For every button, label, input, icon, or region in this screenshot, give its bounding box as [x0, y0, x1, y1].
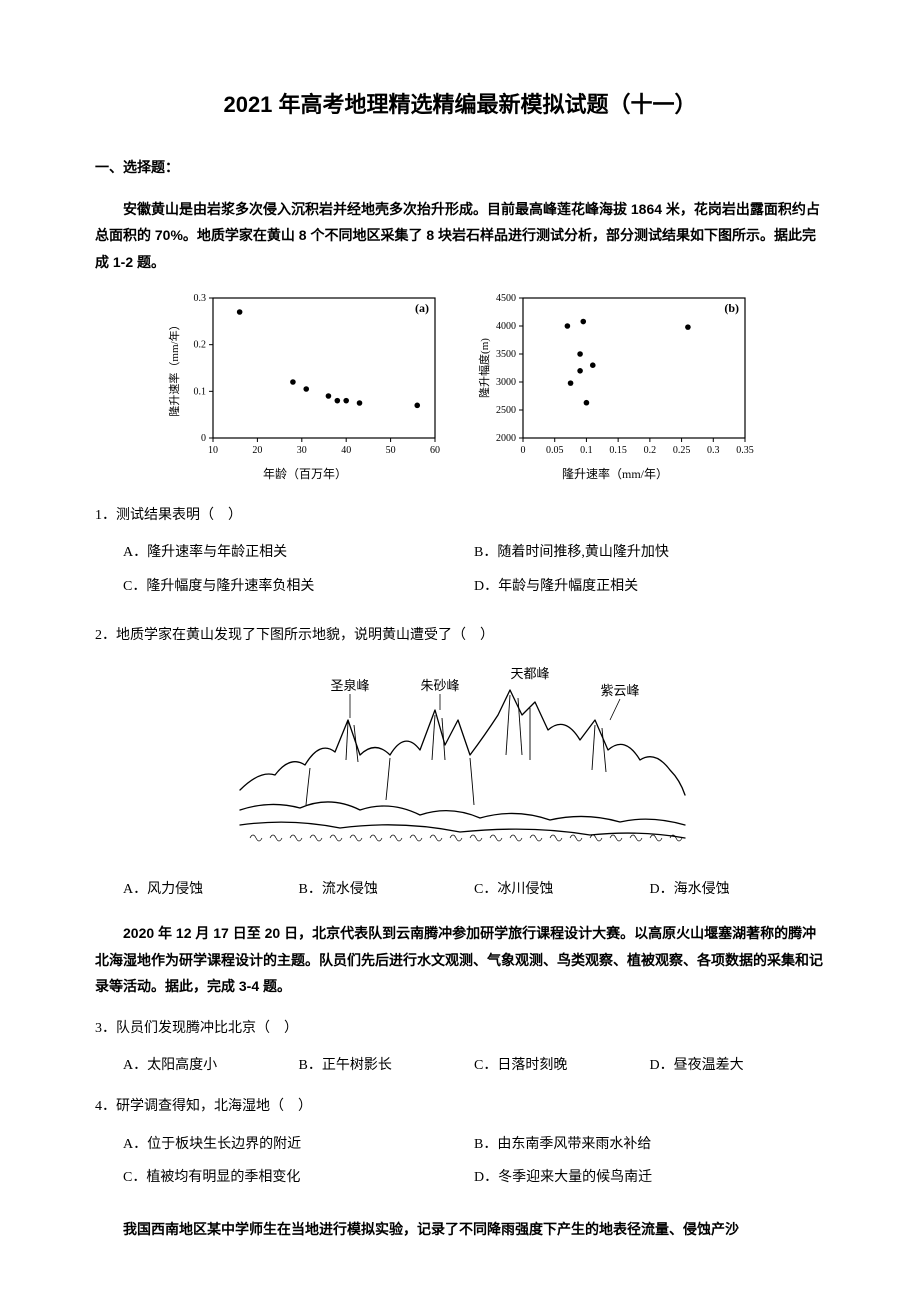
q3-stem: 3．队员们发现腾冲比北京（ ） [95, 1016, 825, 1041]
svg-text:3000: 3000 [496, 377, 516, 388]
svg-text:0.25: 0.25 [673, 445, 691, 456]
svg-text:40: 40 [341, 445, 351, 456]
q2-options: A．风力侵蚀 B．流水侵蚀 C．冰川侵蚀 D．海水侵蚀 [123, 877, 825, 902]
svg-text:20: 20 [252, 445, 262, 456]
charts-row: 10 20 30 40 50 60 0 0.1 0.2 0.3 隆升速率（mm/年） (a) 年龄（百… [95, 290, 825, 486]
q2-opt-a: A．风力侵蚀 [123, 877, 299, 902]
svg-text:2000: 2000 [496, 433, 516, 444]
svg-text:隆升幅度(m): 隆升幅度(m) [477, 337, 491, 397]
q1-opt-c: C．隆升幅度与隆升速率负相关 [123, 574, 474, 599]
q1-opt-d: D．年龄与隆升幅度正相关 [474, 574, 825, 599]
q2-opt-b: B．流水侵蚀 [299, 877, 475, 902]
q3-opt-a: A．太阳高度小 [123, 1053, 299, 1078]
q1-opt-b: B．随着时间推移,黄山隆升加快 [474, 540, 825, 565]
svg-text:天都峰: 天都峰 [510, 666, 549, 681]
q4-options: A．位于板块生长边界的附近 B．由东南季风带来雨水补给 C．植被均有明显的季相变… [123, 1132, 825, 1198]
svg-text:30: 30 [297, 445, 307, 456]
q4-stem: 4．研学调查得知，北海湿地（ ） [95, 1094, 825, 1119]
q2-opt-d: D．海水侵蚀 [650, 877, 826, 902]
svg-text:0.15: 0.15 [609, 445, 627, 456]
svg-text:(a): (a) [415, 301, 429, 315]
svg-text:0.35: 0.35 [736, 445, 754, 456]
chart-b-xlabel: 隆升速率（mm/年） [562, 464, 668, 486]
q3-opt-d: D．昼夜温差大 [650, 1053, 826, 1078]
q3-opt-c: C．日落时刻晚 [474, 1053, 650, 1078]
svg-text:4000: 4000 [496, 321, 516, 332]
q1-stem: 1．测试结果表明（ ） [95, 503, 825, 528]
svg-text:0.3: 0.3 [707, 445, 720, 456]
svg-text:0.2: 0.2 [194, 339, 207, 350]
q4-opt-b: B．由东南季风带来雨水补给 [474, 1132, 825, 1157]
svg-text:4500: 4500 [496, 293, 516, 304]
svg-text:朱砂峰: 朱砂峰 [420, 678, 459, 693]
context-1: 安徽黄山是由岩浆多次侵入沉积岩并经地壳多次抬升形成。目前最高峰莲花峰海拔 186… [95, 196, 825, 276]
q4-opt-a: A．位于板块生长边界的附近 [123, 1132, 474, 1157]
svg-text:紫云峰: 紫云峰 [600, 683, 639, 698]
chart-b-wrap: 0 0.05 0.1 0.15 0.2 0.25 0.3 0.35 2000 2500 3000 35… [475, 290, 755, 486]
chart-b: 0 0.05 0.1 0.15 0.2 0.25 0.3 0.35 2000 2500 3000 35… [475, 290, 755, 460]
svg-text:0.3: 0.3 [194, 293, 207, 304]
svg-text:0: 0 [521, 445, 526, 456]
svg-text:隆升速率（mm/年）: 隆升速率（mm/年） [167, 319, 181, 416]
svg-text:10: 10 [208, 445, 218, 456]
svg-text:(b): (b) [724, 301, 739, 315]
svg-text:2500: 2500 [496, 405, 516, 416]
q4-opt-d: D．冬季迎来大量的候鸟南迁 [474, 1165, 825, 1190]
q4-opt-c: C．植被均有明显的季相变化 [123, 1165, 474, 1190]
chart-a: 10 20 30 40 50 60 0 0.1 0.2 0.3 隆升速率（mm/年） (a) [165, 290, 445, 460]
svg-text:50: 50 [386, 445, 396, 456]
svg-text:0.05: 0.05 [546, 445, 564, 456]
svg-text:0.1: 0.1 [194, 386, 207, 397]
section-1-heading: 一、选择题： [95, 155, 825, 180]
q1-opt-a: A．隆升速率与年龄正相关 [123, 540, 474, 565]
mountain-figure: 圣泉峰 朱砂峰 天都峰紫云峰 [95, 660, 825, 859]
svg-text:0.1: 0.1 [580, 445, 593, 456]
q2-stem: 2．地质学家在黄山发现了下图所示地貌，说明黄山遭受了（ ） [95, 623, 825, 648]
svg-text:0: 0 [201, 433, 206, 444]
svg-text:60: 60 [430, 445, 440, 456]
svg-text:0.2: 0.2 [644, 445, 657, 456]
chart-a-wrap: 10 20 30 40 50 60 0 0.1 0.2 0.3 隆升速率（mm/年） (a) 年龄（百… [165, 290, 445, 486]
context-2: 2020 年 12 月 17 日至 20 日，北京代表队到云南腾冲参加研学旅行课… [95, 920, 825, 1000]
context-3: 我国西南地区某中学师生在当地进行模拟实验，记录了不同降雨强度下产生的地表径流量、… [95, 1216, 825, 1243]
page-title: 2021 年高考地理精选精编最新模拟试题（十一） [95, 85, 825, 125]
q3-opt-b: B．正午树影长 [299, 1053, 475, 1078]
q2-opt-c: C．冰川侵蚀 [474, 877, 650, 902]
svg-text:圣泉峰: 圣泉峰 [330, 678, 369, 693]
q1-options: A．隆升速率与年龄正相关 B．随着时间推移,黄山隆升加快 C．隆升幅度与隆升速率… [123, 540, 825, 606]
svg-text:3500: 3500 [496, 349, 516, 360]
mountain-svg: 圣泉峰 朱砂峰 天都峰紫云峰 [230, 660, 690, 850]
q3-options: A．太阳高度小 B．正午树影长 C．日落时刻晚 D．昼夜温差大 [123, 1053, 825, 1078]
chart-a-xlabel: 年龄（百万年） [263, 464, 347, 486]
